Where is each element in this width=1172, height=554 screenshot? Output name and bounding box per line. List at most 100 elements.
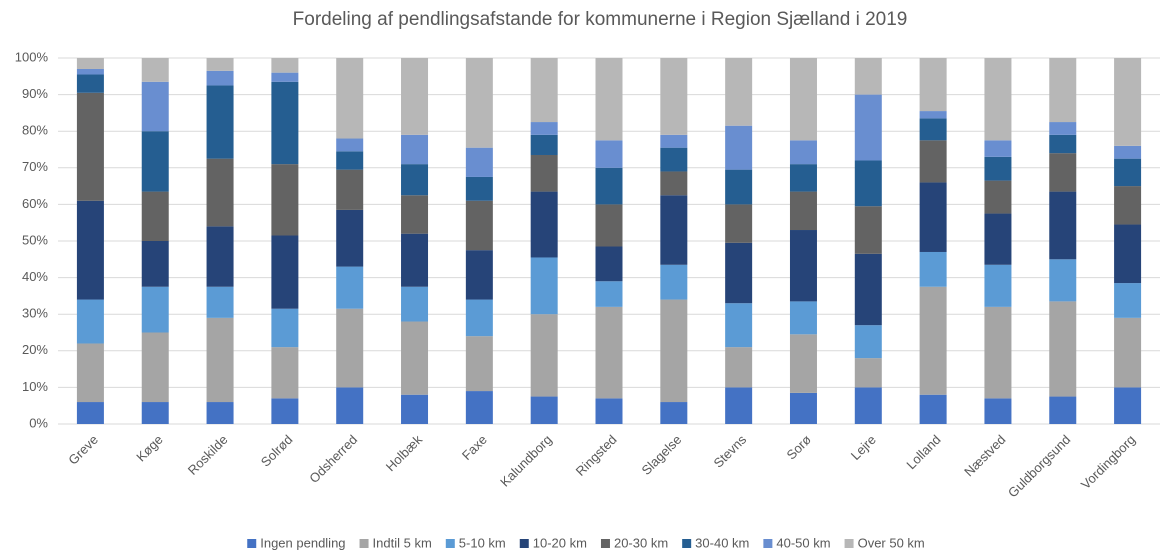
bar-segment — [1049, 122, 1077, 135]
bar-segment — [76, 299, 104, 344]
bar-segment — [595, 306, 623, 399]
bar-segment — [854, 387, 882, 424]
bar-segment — [1049, 58, 1077, 123]
legend-marker — [519, 539, 529, 548]
bar-segment — [919, 58, 947, 112]
bar-segment — [530, 134, 558, 155]
x-tick-label: Næstved — [961, 432, 1008, 479]
bar-segment — [465, 176, 493, 201]
bar-segment — [854, 94, 882, 161]
bar-segment — [1049, 153, 1077, 192]
bar-segment — [530, 396, 558, 424]
x-tick-label: Sorø — [783, 432, 814, 463]
bar-segment — [141, 131, 169, 192]
bar-segment — [854, 253, 882, 326]
bar-segment — [984, 180, 1012, 214]
legend-label: 20-30 km — [614, 535, 668, 550]
bar-segment — [854, 325, 882, 359]
bar-segment — [660, 299, 688, 403]
bar-segment — [660, 195, 688, 265]
bar-segment — [530, 154, 558, 192]
bar-segment — [271, 347, 299, 399]
bar-segment — [789, 334, 817, 393]
bar-segment — [141, 286, 169, 333]
x-tick-label: Odsherred — [306, 432, 360, 486]
bar-segment — [401, 233, 429, 287]
bar-segment — [76, 74, 104, 93]
y-tick-label: 50% — [22, 232, 48, 247]
bar-segment — [789, 140, 817, 165]
bar-segment — [141, 81, 169, 132]
bar-segment — [595, 281, 623, 307]
bar-segment — [1049, 191, 1077, 260]
bar-segment — [141, 191, 169, 241]
bar-segment — [660, 134, 688, 148]
x-tick-label: Ringsted — [573, 432, 620, 479]
bar-segment — [336, 209, 364, 267]
bar-segment — [1049, 134, 1077, 154]
legend-label: 30-40 km — [695, 535, 749, 550]
x-tick-label: Vordingborg — [1078, 432, 1138, 492]
bar-segment — [401, 58, 429, 135]
bar-segment — [725, 387, 753, 424]
y-tick-label: 40% — [22, 269, 48, 284]
y-tick-label: 80% — [22, 123, 48, 138]
bar-segment — [401, 164, 429, 196]
bar-segment — [919, 286, 947, 395]
bar-segment — [401, 195, 429, 234]
legend-marker — [600, 539, 610, 548]
bar-segment — [725, 242, 753, 304]
bar-segment — [206, 286, 234, 318]
bar-segment — [919, 394, 947, 424]
legend-marker — [844, 539, 854, 548]
bar-segment — [1114, 317, 1142, 388]
bar-segment — [725, 125, 753, 170]
legend-marker — [682, 539, 692, 548]
bar-segment — [271, 58, 299, 73]
bar-segment — [725, 204, 753, 243]
bar-segment — [660, 147, 688, 172]
legend-label: Over 50 km — [858, 535, 925, 550]
bar-segment — [919, 111, 947, 119]
bar-segment — [919, 118, 947, 141]
bar-segment — [206, 85, 234, 159]
bar-segment — [789, 58, 817, 141]
bar-segment — [336, 266, 364, 309]
bar-segment — [76, 68, 104, 75]
bar-segment — [660, 58, 688, 135]
x-tick-label: Kalundborg — [497, 432, 555, 490]
bar-segment — [725, 303, 753, 348]
x-tick-label: Roskilde — [185, 432, 231, 478]
bar-segment — [271, 398, 299, 424]
bar-segment — [789, 230, 817, 302]
bar-segment — [401, 286, 429, 322]
bar-segment — [984, 58, 1012, 141]
legend-marker — [763, 539, 773, 548]
bar-segment — [530, 58, 558, 123]
x-tick-label: Faxe — [459, 432, 490, 463]
bar-segment — [984, 140, 1012, 157]
bar-segment — [76, 343, 104, 403]
bar-segment — [595, 246, 623, 282]
bar-segment — [789, 164, 817, 192]
bar-segment — [919, 251, 947, 287]
bar-segment — [919, 140, 947, 183]
y-tick-label: 90% — [22, 86, 48, 101]
legend-label: Indtil 5 km — [373, 535, 432, 550]
bar-segment — [465, 299, 493, 337]
bar-segment — [595, 58, 623, 141]
bar-segment — [984, 156, 1012, 181]
bar-segment — [271, 72, 299, 82]
bar-segment — [660, 402, 688, 424]
bar-segment — [401, 394, 429, 424]
bar-segment — [530, 122, 558, 135]
bar-segment — [1114, 186, 1142, 225]
legend-marker — [359, 539, 369, 548]
bar-segment — [595, 167, 623, 205]
bar-segment — [465, 250, 493, 300]
bar-segment — [984, 306, 1012, 399]
bar-segment — [660, 264, 688, 300]
legend-marker — [445, 539, 455, 548]
x-tick-label: Lejre — [848, 432, 879, 463]
